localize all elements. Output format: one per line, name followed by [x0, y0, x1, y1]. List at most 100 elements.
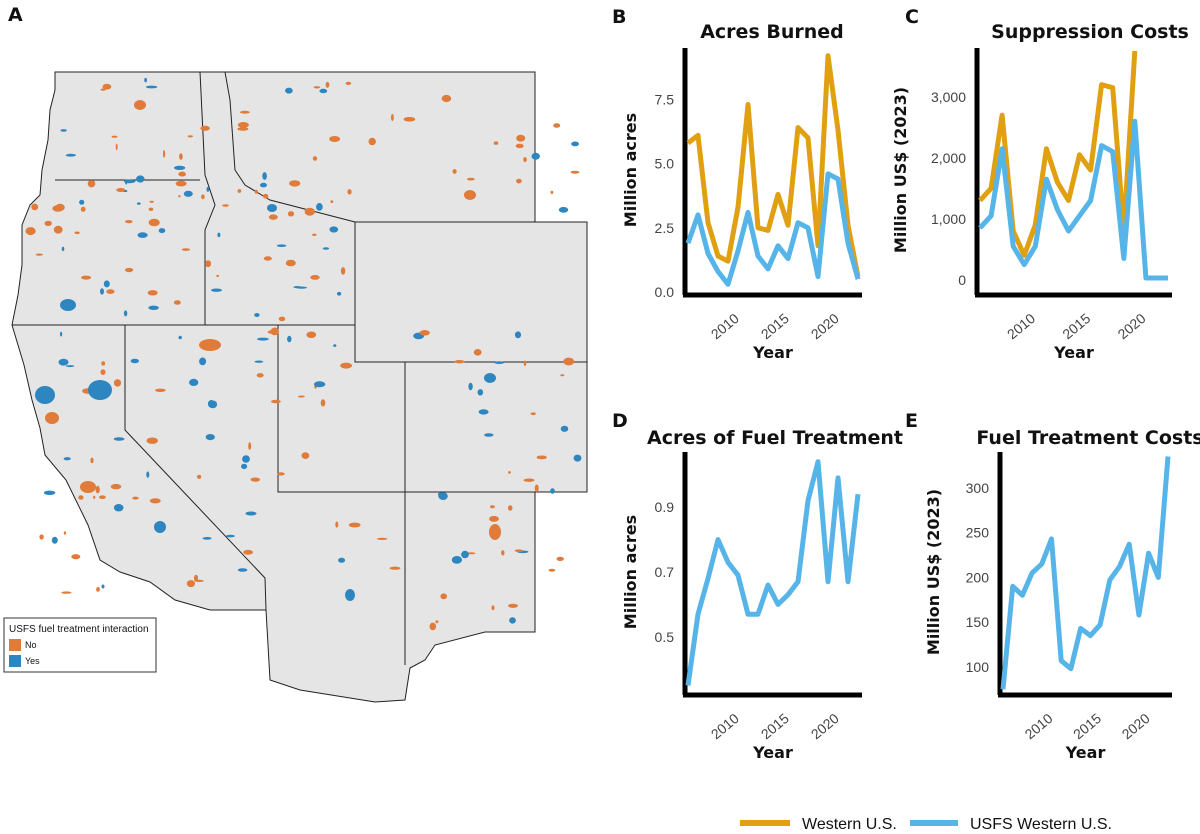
fire-patch [134, 100, 146, 110]
fire-patch [403, 117, 416, 122]
fire-patch [553, 123, 561, 128]
series-line-usfs [685, 459, 861, 686]
fire-patch [90, 457, 94, 464]
fire-patch [186, 580, 195, 588]
fire-patch [201, 194, 205, 200]
y-axis-label: Million acres [621, 515, 640, 629]
fire-patch [222, 204, 229, 207]
fire-patch [322, 247, 330, 250]
western-us-map: USFS fuel treatment interaction No Yes [3, 71, 588, 703]
fire-patch [248, 442, 252, 450]
fire-patch [123, 310, 128, 317]
y-tick-label: 2.5 [655, 220, 675, 236]
fire-patch [304, 207, 315, 216]
fire-patch [202, 537, 212, 540]
fire-patch [124, 267, 134, 273]
y-tick-label: 5.0 [655, 156, 675, 172]
fire-patch [45, 412, 59, 424]
fire-patch [63, 457, 71, 461]
y-tick-label: 200 [966, 569, 990, 585]
fire-patch [260, 182, 267, 188]
x-axis-label: Year [1065, 743, 1106, 762]
fire-patch [58, 358, 69, 366]
series-line-usfs [685, 171, 861, 287]
fire-patch [60, 331, 63, 337]
fire-patch [178, 171, 186, 177]
fire-patch [51, 536, 58, 544]
fire-patch [514, 549, 523, 552]
y-tick-label: 250 [966, 525, 990, 541]
panel-letter-b: B [612, 6, 627, 28]
fire-patch [199, 357, 207, 366]
fire-patch [136, 175, 145, 183]
fire-patch [347, 189, 352, 195]
series-line-western [686, 53, 861, 278]
fire-patch [536, 455, 547, 460]
fire-patch [200, 125, 210, 131]
fire-patch [101, 361, 106, 366]
fire-patch [548, 568, 556, 572]
fire-patch [530, 412, 536, 416]
fire-patch [100, 288, 104, 295]
fire-patch [61, 246, 65, 252]
fire-patch [79, 199, 85, 205]
fire-patch [330, 200, 334, 204]
fire-patch [196, 474, 202, 479]
x-tick-label: 2020 [808, 310, 842, 342]
fire-patch [100, 369, 106, 375]
fire-patch [368, 137, 376, 146]
fire-patch [80, 206, 86, 212]
fire-patch [55, 203, 65, 211]
fire-patch [211, 288, 222, 292]
x-axis-label: Year [1053, 343, 1094, 362]
fire-patch [102, 83, 112, 90]
chart-e: Fuel Treatment Costs 100 150 200 250 300 2010 2… [924, 427, 1200, 762]
x-tick-label: 2015 [758, 310, 792, 342]
fire-patch [95, 485, 100, 494]
y-tick-label: 1,000 [931, 211, 966, 227]
fire-patch [419, 330, 430, 336]
fire-patch [301, 452, 310, 459]
fire-patch [74, 231, 80, 235]
fire-patch [146, 471, 150, 478]
fire-patch [257, 337, 269, 341]
fire-patch [306, 331, 317, 339]
fire-patch [531, 152, 540, 160]
fire-patch [316, 203, 323, 211]
x-tick-label: 2010 [708, 710, 742, 742]
fire-patch [101, 584, 105, 589]
fire-patch [136, 202, 141, 205]
series-legend: Western U.S. USFS Western U.S. [740, 816, 1112, 833]
x-tick-label: 2020 [1115, 310, 1149, 342]
map-legend-no-swatch [9, 639, 21, 651]
fire-patch [178, 195, 181, 198]
fire-patch [80, 481, 96, 493]
fire-patch [137, 232, 148, 238]
fire-patch [340, 362, 352, 369]
fire-patch [93, 495, 96, 499]
fire-patch [144, 77, 148, 83]
fire-patch [340, 267, 346, 275]
fire-patch [245, 511, 257, 516]
y-axis-label: Million US$ (2023) [924, 489, 943, 655]
fire-patch [454, 360, 465, 364]
fire-patch [154, 521, 166, 533]
fire-patch [206, 186, 210, 192]
x-tick-label: 2015 [1059, 310, 1093, 342]
series-line-usfs [1000, 456, 1171, 690]
fire-patch [468, 382, 473, 391]
fire-patch [217, 232, 221, 238]
fire-patch [494, 361, 505, 364]
fire-patch [429, 622, 437, 631]
fire-patch [345, 589, 355, 601]
fire-patch [464, 190, 476, 200]
fire-patch [508, 471, 511, 474]
fire-patch [312, 156, 318, 161]
series-line-usfs [978, 118, 1168, 281]
fire-patch [289, 180, 301, 187]
fire-patch [148, 305, 159, 310]
fire-patch [560, 425, 569, 432]
fire-patch [267, 330, 276, 334]
fire-patch [237, 127, 249, 131]
fire-patch [125, 220, 133, 224]
